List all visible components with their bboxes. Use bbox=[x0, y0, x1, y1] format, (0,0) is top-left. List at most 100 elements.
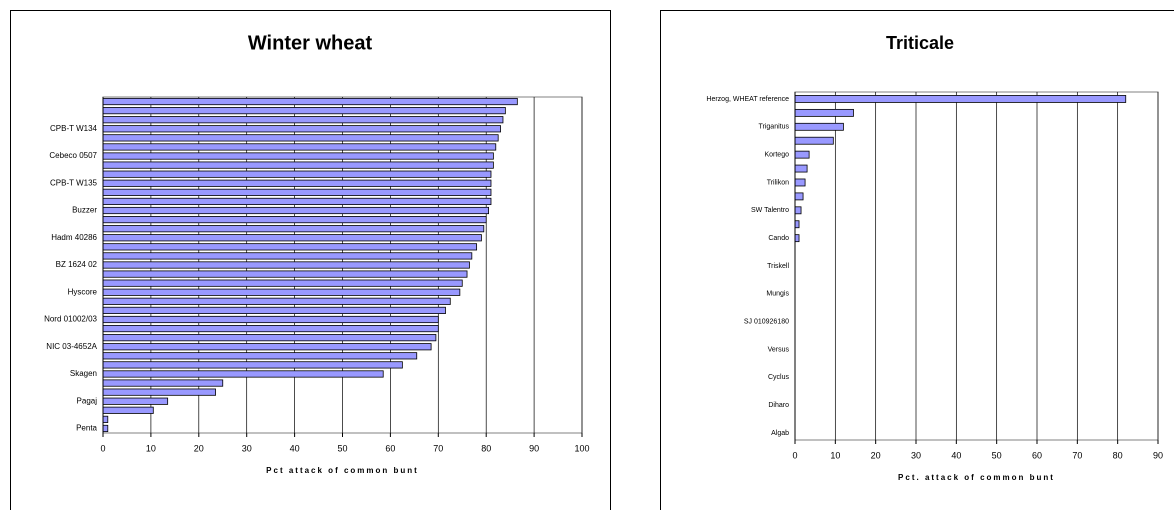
bar bbox=[102, 343, 432, 351]
bar bbox=[102, 288, 461, 296]
bar bbox=[102, 116, 504, 124]
bar bbox=[794, 206, 802, 215]
y-tick-label: Cyclus bbox=[768, 374, 790, 381]
y-tick-label: Penta bbox=[76, 424, 97, 433]
bar bbox=[102, 315, 439, 324]
bar bbox=[102, 225, 485, 233]
bar bbox=[102, 161, 494, 169]
bar bbox=[102, 424, 109, 433]
x-tick-label: 60 bbox=[1032, 450, 1042, 460]
y-tick-label: Pagaj bbox=[77, 396, 98, 405]
y-tick-label: Skagen bbox=[70, 369, 97, 378]
y-tick-label: CPB-T W134 bbox=[50, 124, 98, 133]
chart-title: Triticale bbox=[886, 33, 954, 53]
x-tick-label: 40 bbox=[951, 450, 961, 460]
y-tick-label: Triganitus bbox=[759, 124, 790, 131]
x-tick-label: 20 bbox=[871, 450, 881, 460]
bar bbox=[102, 243, 478, 251]
bar bbox=[102, 324, 439, 333]
x-tick-label: 70 bbox=[1072, 450, 1082, 460]
bar bbox=[102, 152, 494, 160]
bar bbox=[794, 164, 808, 173]
y-tick-label: Herzog, WHEAT reference bbox=[706, 96, 789, 103]
y-tick-label: BZ 1624 02 bbox=[56, 260, 98, 269]
y-tick-label: Triskell bbox=[767, 263, 789, 270]
x-tick-label: 80 bbox=[481, 443, 491, 453]
y-tick-label: Algab bbox=[771, 430, 789, 437]
bar bbox=[102, 170, 492, 178]
x-tick-label: 0 bbox=[100, 443, 105, 453]
bar bbox=[794, 150, 810, 159]
x-tick-label: 30 bbox=[911, 450, 921, 460]
bar bbox=[794, 95, 1127, 103]
y-tick-label: Buzzer bbox=[72, 206, 97, 215]
x-tick-label: 10 bbox=[830, 450, 840, 460]
bar bbox=[794, 122, 844, 131]
y-tick-label: Mungis bbox=[766, 291, 789, 298]
x-tick-label: 20 bbox=[194, 443, 204, 453]
x-tick-label: 40 bbox=[290, 443, 300, 453]
bar bbox=[102, 379, 224, 387]
y-tick-label: Hadm 40286 bbox=[51, 233, 97, 242]
bar bbox=[794, 136, 834, 145]
bar bbox=[102, 97, 518, 106]
bar bbox=[102, 388, 216, 396]
bar bbox=[102, 125, 501, 133]
x-tick-label: 50 bbox=[337, 443, 347, 453]
y-tick-label: Kortego bbox=[764, 151, 789, 158]
y-tick-label: CPB-T W135 bbox=[50, 178, 98, 187]
bar bbox=[794, 234, 800, 243]
x-tick-label: 90 bbox=[1153, 450, 1163, 460]
x-tick-label: 50 bbox=[992, 450, 1002, 460]
bar bbox=[102, 334, 437, 342]
bar bbox=[102, 406, 154, 414]
chart-title: Winter wheat bbox=[248, 32, 373, 54]
x-axis-title: Pct attack of common bunt bbox=[266, 466, 419, 475]
bar bbox=[102, 179, 492, 187]
y-tick-label: Cando bbox=[768, 235, 789, 242]
x-tick-label: 90 bbox=[529, 443, 539, 453]
y-tick-label: Hyscore bbox=[68, 287, 98, 296]
x-axis-title: Pct. attack of common bunt bbox=[898, 473, 1055, 482]
bar bbox=[794, 220, 800, 229]
y-tick-label: Cebeco 0507 bbox=[49, 151, 97, 160]
y-tick-label: NIC 03-4652A bbox=[46, 342, 97, 351]
bar bbox=[102, 197, 492, 206]
x-tick-label: 10 bbox=[146, 443, 156, 453]
bar bbox=[102, 270, 468, 278]
bar bbox=[102, 306, 446, 314]
x-tick-label: 0 bbox=[792, 450, 797, 460]
bar bbox=[102, 352, 418, 360]
y-tick-label: Diharo bbox=[768, 402, 789, 409]
bar bbox=[102, 188, 492, 196]
bar bbox=[102, 370, 384, 378]
bar bbox=[794, 108, 854, 117]
x-tick-label: 80 bbox=[1113, 450, 1123, 460]
bar bbox=[102, 279, 463, 287]
bar bbox=[102, 134, 499, 142]
x-tick-label: 100 bbox=[574, 443, 589, 453]
bar bbox=[102, 107, 506, 115]
x-tick-label: 70 bbox=[433, 443, 443, 453]
bar bbox=[102, 261, 470, 269]
y-tick-label: SW Talentro bbox=[751, 207, 789, 214]
bar bbox=[102, 397, 169, 405]
y-tick-label: Versus bbox=[768, 346, 790, 353]
bar bbox=[102, 206, 489, 215]
y-tick-label: Trilikon bbox=[767, 179, 789, 186]
y-tick-label: SJ 010926180 bbox=[744, 319, 789, 326]
bar bbox=[102, 361, 403, 369]
plot-area bbox=[794, 91, 1159, 441]
x-tick-label: 60 bbox=[385, 443, 395, 453]
bar bbox=[794, 192, 804, 201]
bar bbox=[102, 415, 109, 423]
bar bbox=[102, 143, 497, 151]
bar bbox=[102, 216, 487, 224]
bar bbox=[102, 234, 482, 242]
y-tick-label: Nord 01002/03 bbox=[44, 315, 97, 324]
bar bbox=[102, 252, 473, 260]
bar bbox=[102, 297, 451, 305]
bar bbox=[794, 178, 806, 187]
x-tick-label: 30 bbox=[242, 443, 252, 453]
